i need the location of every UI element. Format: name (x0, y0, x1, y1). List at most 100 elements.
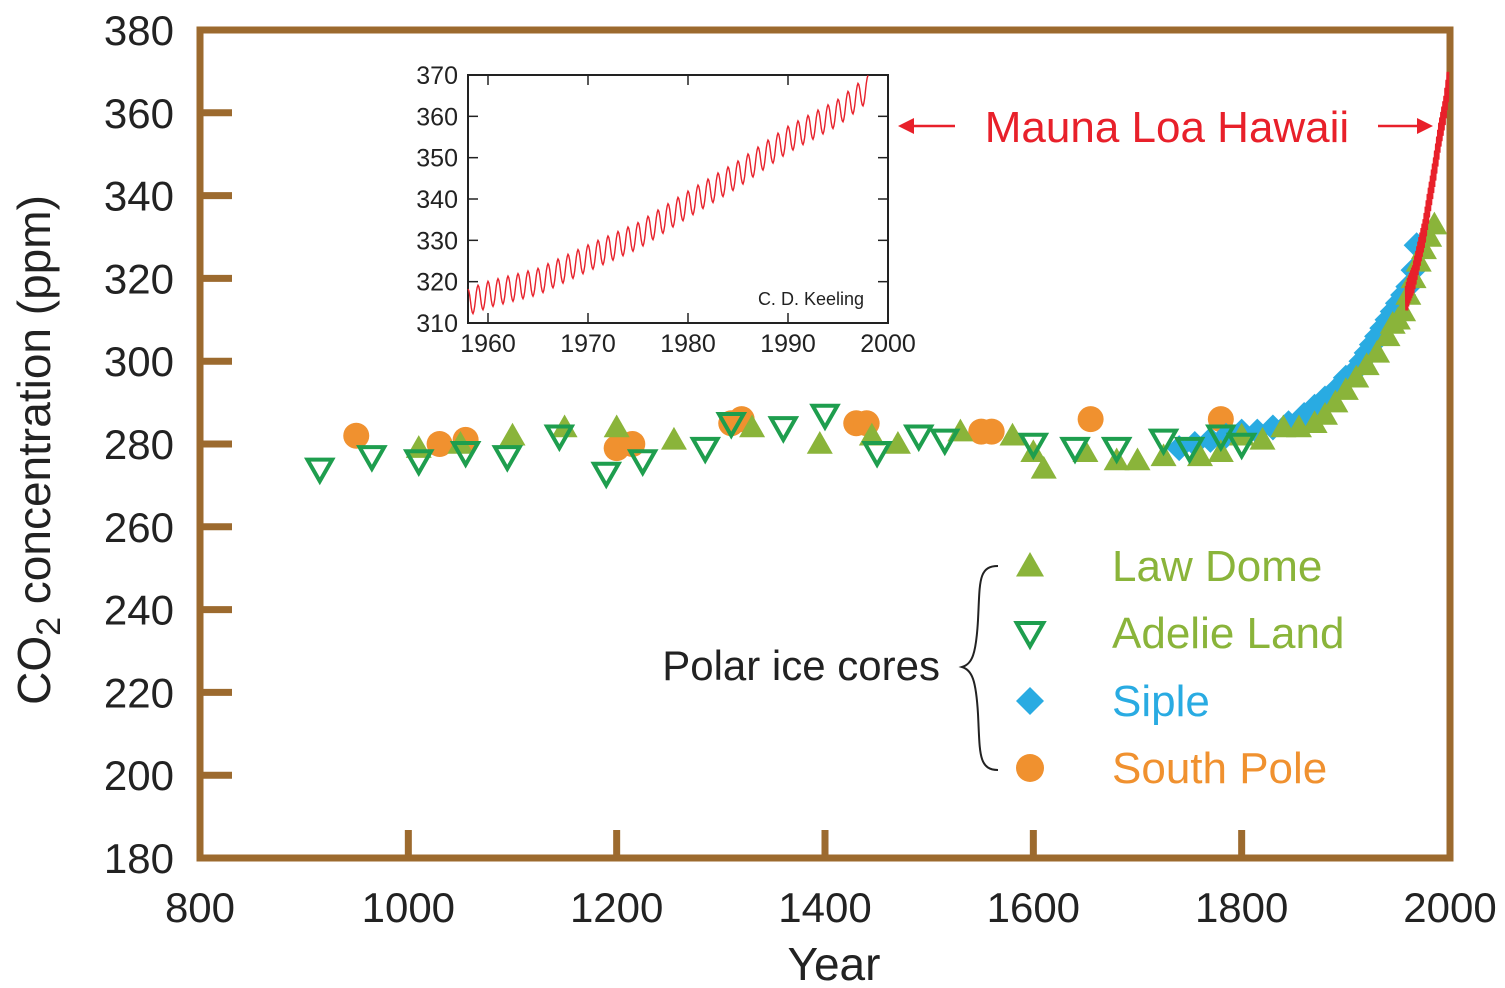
point-adelie-land (928, 428, 961, 457)
point-adelie-land (861, 441, 893, 469)
point-law-dome (1322, 389, 1349, 413)
point-adelie-land (543, 424, 576, 453)
mauna-loa-annotation: Mauna Loa Hawaii (898, 103, 1433, 152)
main-x-tick-label: 1800 (1195, 884, 1288, 931)
point-law-dome (806, 431, 833, 454)
inset-x-tick-label: 1970 (560, 330, 616, 358)
main-y-tick-label: 200 (104, 752, 174, 799)
point-law-dome (1332, 377, 1359, 400)
point-south-pole (343, 422, 370, 449)
main-x-tick-label: 2000 (1403, 884, 1496, 931)
point-law-dome (884, 431, 911, 454)
point-law-dome (1353, 352, 1380, 376)
point-adelie-land (715, 412, 748, 440)
inset-x-tick-label: 2000 (860, 330, 916, 358)
inset-chart: 310 320 330 340 350 360 370 1960 1970 1980 1990 20… (416, 62, 916, 358)
inset-x-tick-label: 1960 (460, 330, 516, 358)
inset-y-tick-label: 320 (416, 269, 458, 297)
inset-y-tick-label: 370 (416, 62, 458, 90)
main-y-axis-label: CO2 concentration (ppm) (8, 195, 68, 705)
point-law-dome (1364, 339, 1391, 363)
legend-brace (958, 565, 999, 771)
point-law-dome (499, 422, 526, 446)
main-y-tick-label: 320 (104, 255, 174, 302)
main-x-tick-label: 1600 (987, 884, 1080, 931)
point-south-pole (978, 418, 1005, 445)
inset-y-tick-label: 360 (416, 103, 458, 131)
point-law-dome (1030, 455, 1057, 479)
point-adelie-land (1059, 436, 1091, 465)
point-law-dome (1312, 402, 1338, 425)
main-y-tick-label: 180 (104, 835, 174, 882)
point-adelie-land (809, 403, 841, 432)
main-y-tick-label: 360 (104, 90, 174, 137)
main-y-tick-label: 220 (104, 669, 174, 716)
legend-label-law-dome: Law Dome (1112, 542, 1322, 591)
point-law-dome (1390, 298, 1417, 322)
point-law-dome (1343, 364, 1370, 388)
main-x-tick-label: 1200 (570, 884, 663, 931)
legend-marker-south-pole (1016, 754, 1044, 782)
point-adelie-land (449, 441, 482, 469)
mauna-loa-right-arrowhead (1417, 118, 1433, 134)
legend: Polar ice cores Law Dome Adelie Land Siple… (662, 542, 1344, 793)
main-y-tick-label: 260 (104, 504, 174, 551)
main-y-tick-label: 300 (104, 338, 174, 385)
point-adelie-land (590, 461, 623, 490)
main-y-axis: 180 200 220 240 260 280 300 320 340 360 380 (104, 7, 232, 882)
mauna-loa-left-arrowhead (898, 118, 914, 134)
point-adelie-land (689, 436, 722, 465)
main-y-tick-label: 380 (104, 7, 174, 54)
point-adelie-land (1147, 428, 1180, 457)
point-adelie-land (1173, 436, 1206, 465)
legend-label-adelie-land: Adelie Land (1112, 609, 1344, 658)
main-mauna-loa-line (1404, 71, 1450, 311)
point-adelie-land (491, 445, 524, 473)
point-adelie-land (1017, 432, 1050, 461)
inset-x-tick-label: 1980 (660, 330, 716, 358)
point-law-dome (1124, 447, 1151, 471)
main-x-axis: 800 1000 1200 1400 1600 1800 2000 (165, 830, 1497, 931)
point-adelie-land (902, 424, 935, 453)
point-adelie-land (402, 449, 435, 477)
point-adelie-land (303, 457, 336, 486)
point-law-dome (660, 426, 687, 450)
main-y-tick-label: 240 (104, 587, 174, 634)
inset-mauna-loa-line (467, 75, 869, 316)
point-south-pole (1077, 406, 1104, 433)
point-law-dome (858, 422, 885, 446)
inset-x-tick-label: 1990 (760, 330, 816, 358)
point-law-dome (1020, 439, 1047, 463)
legend-label-south-pole: South Pole (1112, 744, 1327, 793)
inset-credit: C. D. Keeling (758, 289, 864, 309)
mauna-loa-label: Mauna Loa Hawaii (985, 103, 1349, 152)
point-adelie-land (626, 449, 659, 477)
point-law-dome (1249, 426, 1276, 450)
main-x-axis-label: Year (788, 938, 881, 988)
inset-y-tick-label: 340 (416, 186, 458, 214)
inset-y-tick-label: 310 (416, 310, 458, 338)
point-law-dome (1187, 443, 1213, 467)
point-adelie-land (767, 416, 800, 444)
legend-label-siple: Siple (1112, 677, 1210, 726)
main-x-tick-label: 800 (165, 884, 235, 931)
series-adelie-land (303, 403, 1258, 490)
point-adelie-land (1205, 424, 1237, 453)
point-law-dome (739, 414, 766, 438)
legend-marker-siple (1016, 687, 1044, 715)
main-x-tick-label: 1000 (362, 884, 455, 931)
legend-marker-law-dome (1016, 552, 1044, 577)
legend-marker-adelie-land (1013, 621, 1047, 651)
inset-y-tick-label: 350 (416, 145, 458, 173)
point-law-dome (603, 414, 630, 438)
point-adelie-land (1225, 432, 1258, 461)
inset-x-axis: 1960 1970 1980 1990 2000 (460, 75, 916, 358)
main-y-tick-label: 280 (104, 421, 174, 468)
inset-y-tick-label: 330 (416, 227, 458, 255)
main-y-tick-label: 340 (104, 173, 174, 220)
main-x-tick-label: 1400 (778, 884, 871, 931)
point-adelie-land (1100, 436, 1133, 465)
point-adelie-land (356, 445, 388, 473)
point-law-dome (1374, 323, 1401, 347)
